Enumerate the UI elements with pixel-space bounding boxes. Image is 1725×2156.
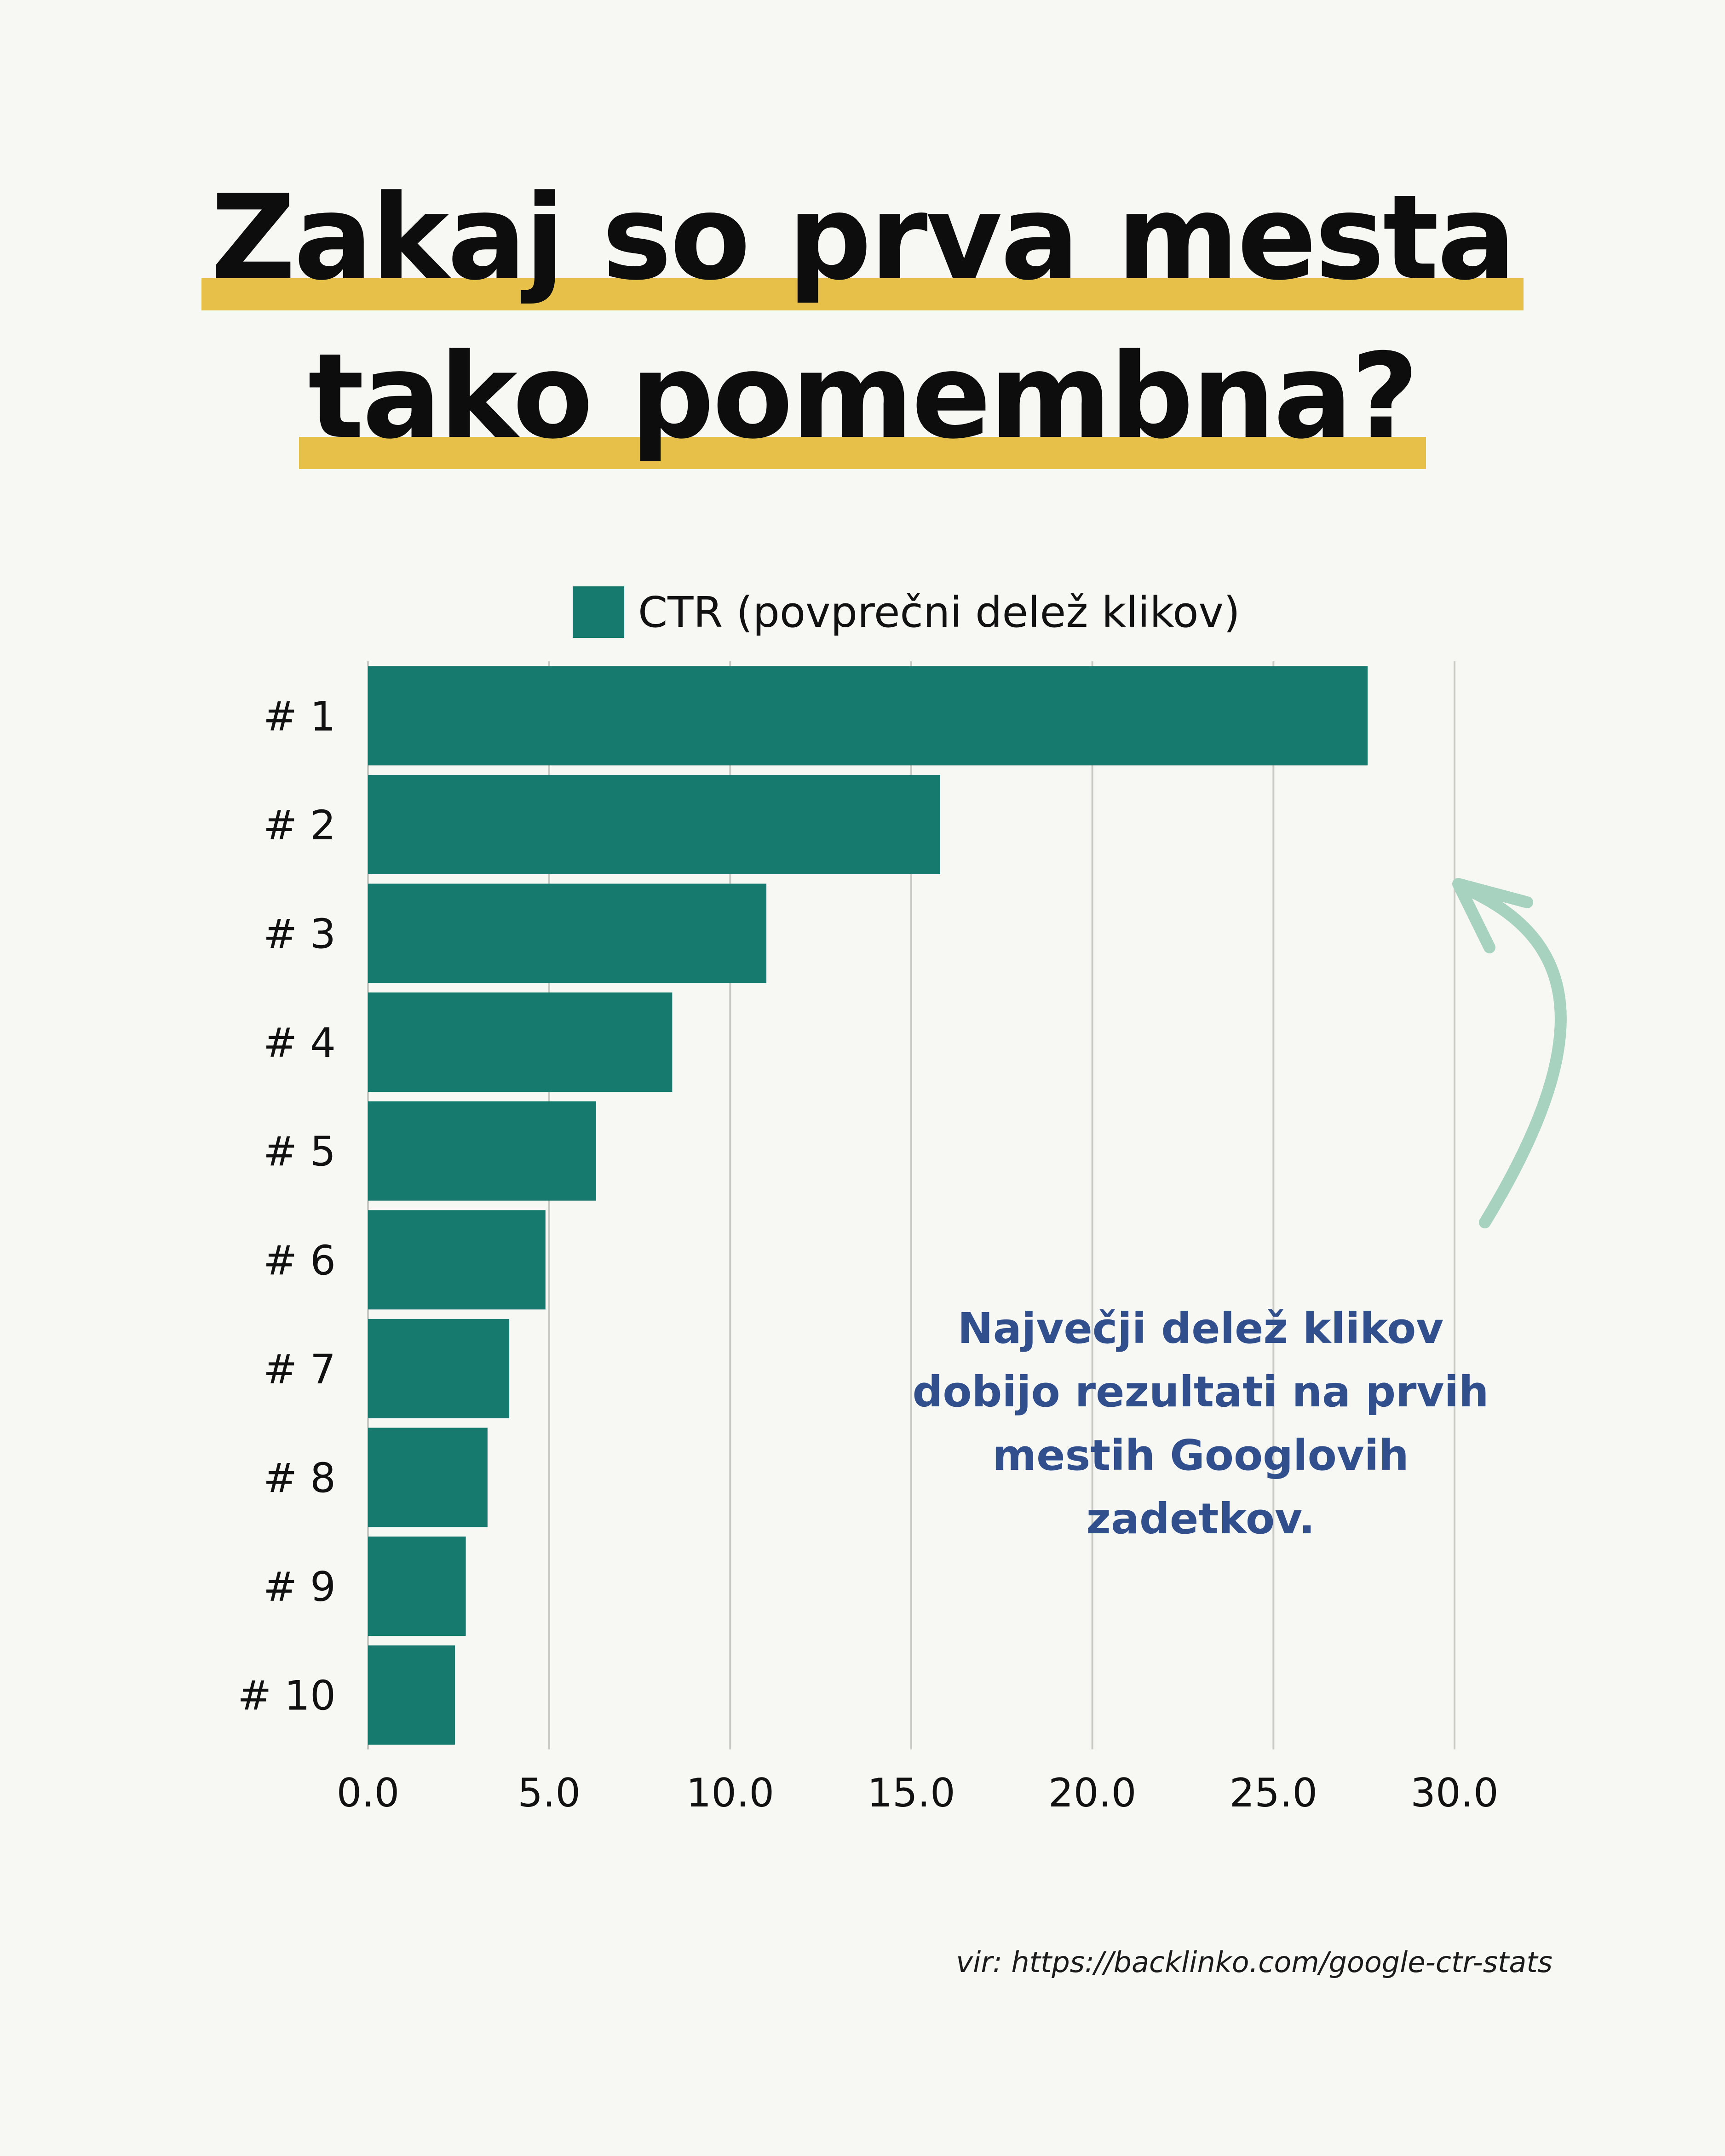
category-label: # 3 — [263, 911, 336, 958]
bar — [368, 1101, 597, 1201]
category-label: # 8 — [263, 1455, 336, 1502]
category-label: # 5 — [263, 1128, 336, 1175]
bar — [368, 1537, 466, 1636]
category-labels: # 1 # 2 # 3 # 4 # 5 # 6 # 7 # 8 # 9 # 10 — [237, 693, 336, 1719]
x-tick-label: 30.0 — [1410, 1770, 1498, 1816]
category-label: # 1 — [263, 693, 336, 740]
bar — [368, 1319, 510, 1418]
legend-label: CTR (povprečni delež klikov) — [638, 587, 1240, 637]
annotation-arrow-head — [1452, 878, 1533, 953]
source-citation: vir: https://backlinko.com/google-ctr-st… — [956, 1945, 1552, 1979]
x-tick-label: 5.0 — [518, 1770, 581, 1816]
bar — [368, 1210, 546, 1310]
tick-labels: 0.0 5.0 10.0 15.0 20.0 25.0 30.0 — [337, 1770, 1499, 1816]
title-line-2: tako pomembna? — [299, 338, 1426, 469]
category-label: # 2 — [263, 802, 336, 849]
bar — [368, 1645, 455, 1745]
bar-layer — [368, 666, 1368, 1745]
bar — [368, 774, 940, 874]
category-label: # 7 — [263, 1346, 336, 1393]
bar — [368, 883, 767, 983]
legend: CTR (povprečni delež klikov) — [573, 586, 1240, 638]
x-tick-label: 25.0 — [1230, 1770, 1317, 1816]
category-label: # 6 — [263, 1237, 336, 1284]
category-label: # 10 — [237, 1672, 336, 1720]
bar — [368, 666, 1368, 766]
bar — [368, 1428, 488, 1527]
title-line-1: Zakaj so prva mesta — [201, 179, 1524, 310]
title-text-1: Zakaj so prva mesta — [210, 170, 1516, 306]
category-label: # 4 — [263, 1019, 336, 1067]
x-tick-label: 15.0 — [867, 1770, 955, 1816]
legend-swatch — [573, 586, 624, 638]
bar — [368, 992, 673, 1092]
x-tick-label: 0.0 — [337, 1770, 400, 1816]
x-tick-label: 10.0 — [686, 1770, 774, 1816]
x-tick-label: 20.0 — [1048, 1770, 1136, 1816]
annotation-arrow-shaft — [1455, 881, 1567, 1228]
category-label: # 9 — [263, 1563, 336, 1611]
title-text-2: tako pomembna? — [308, 328, 1419, 465]
annotation-text: Največji delež klikov dobijo rezultati n… — [912, 1304, 1489, 1543]
